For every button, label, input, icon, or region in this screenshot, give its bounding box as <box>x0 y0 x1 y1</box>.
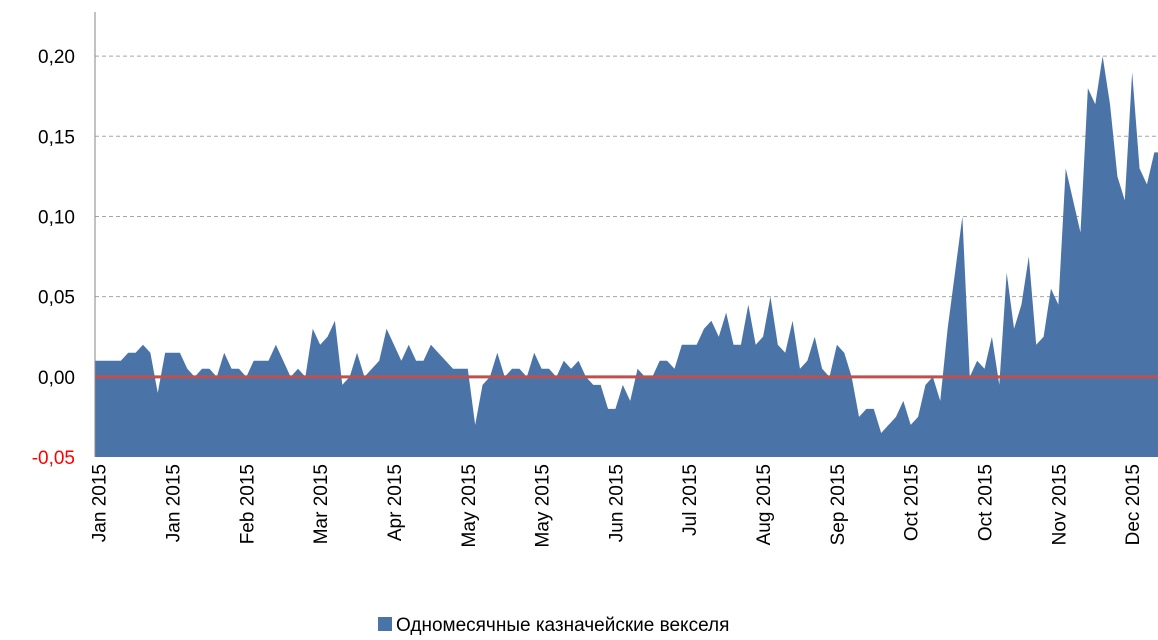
y-tick-label: 0,05 <box>38 288 75 309</box>
y-tick-label: 0,10 <box>38 207 75 228</box>
y-tick-label: 0,15 <box>38 127 75 148</box>
x-tick-label: Aug 2015 <box>754 464 775 545</box>
x-tick-label: May 2015 <box>459 464 480 547</box>
area <box>95 56 1158 458</box>
x-tick-label: Apr 2015 <box>385 464 406 541</box>
legend-label: Одномесячные казначейские векселя <box>396 615 729 635</box>
x-tick-label: Sep 2015 <box>828 464 849 545</box>
x-tick-label: Feb 2015 <box>237 464 258 544</box>
x-tick-label: Oct 2015 <box>902 464 923 541</box>
x-tick-label: Dec 2015 <box>1123 464 1144 545</box>
x-tick-label: Jun 2015 <box>606 464 627 542</box>
x-tick-label: May 2015 <box>533 464 554 547</box>
y-tick-label: 0,20 <box>38 47 75 68</box>
y-tick-label: 0,00 <box>38 368 75 389</box>
x-tick-label: Jul 2015 <box>680 464 701 536</box>
x-tick-label: Oct 2015 <box>976 464 997 541</box>
x-tick-label: Mar 2015 <box>311 464 332 544</box>
x-tick-label: Nov 2015 <box>1049 464 1070 545</box>
x-tick-label: Jan 2015 <box>90 464 111 542</box>
legend-swatch <box>378 617 392 631</box>
x-tick-label: Jan 2015 <box>164 464 185 542</box>
y-tick-label: -0,05 <box>32 448 75 469</box>
